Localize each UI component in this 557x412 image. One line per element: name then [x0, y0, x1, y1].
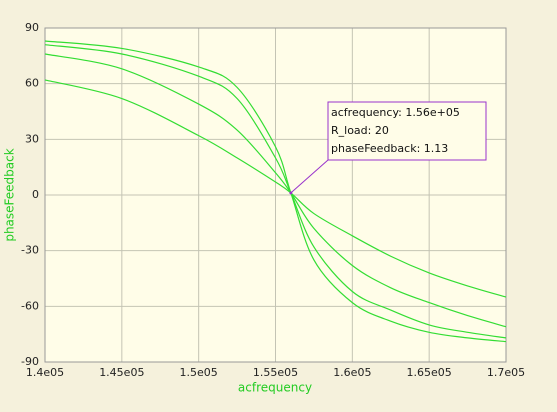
x-tick-label: 1.45e05: [99, 366, 144, 379]
x-tick-label: 1.7e05: [487, 366, 525, 379]
line-series: [44, 79, 507, 298]
x-tick-label: 1.5e05: [180, 366, 218, 379]
y-tick-label: 90: [25, 21, 39, 34]
x-tick-label: 1.6e05: [333, 366, 371, 379]
tooltip-pointer: [290, 159, 329, 194]
tooltip-text: acfrequency: 1.56e+05: [331, 106, 460, 119]
y-tick-label: 30: [25, 132, 39, 145]
y-tick-label: -90: [21, 355, 39, 368]
line-series: [44, 40, 507, 343]
tooltip-text: R_load: 20: [331, 124, 389, 137]
y-tick-label: 60: [25, 77, 39, 90]
x-tick-label: 1.4e05: [26, 366, 64, 379]
x-tick-label: 1.55e05: [253, 366, 298, 379]
plot-frame: [44, 27, 507, 363]
x-axis-title: acfrequency: [238, 381, 312, 395]
x-tick-label: 1.65e05: [407, 366, 452, 379]
y-axis-title: phaseFeedback: [3, 148, 17, 241]
line-series: [44, 53, 507, 328]
y-tick-label: -60: [21, 299, 39, 312]
y-tick-label: 0: [32, 188, 39, 201]
tooltip-box: [327, 101, 487, 161]
tooltip-text: phaseFeedback: 1.13: [331, 142, 448, 155]
y-tick-label: -30: [21, 244, 39, 257]
line-series: [44, 44, 507, 339]
hover-point: [289, 191, 293, 195]
